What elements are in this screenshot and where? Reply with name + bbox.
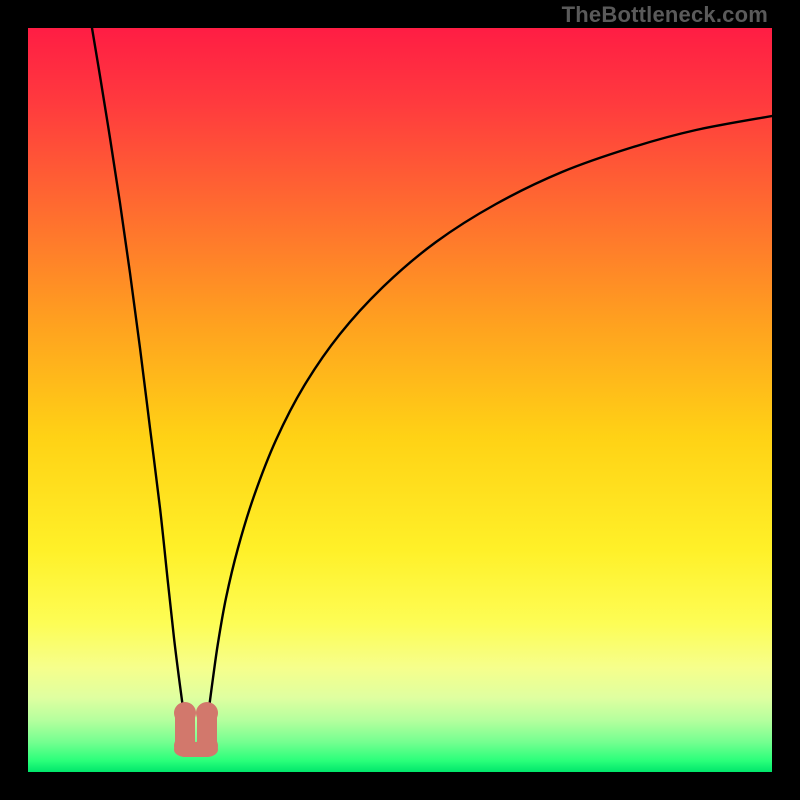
- watermark-text: TheBottleneck.com: [562, 2, 768, 28]
- bottleneck-curve: [28, 28, 772, 772]
- chart-frame: TheBottleneck.com: [0, 0, 800, 800]
- trough-marker: [174, 702, 218, 757]
- plot-area: [28, 28, 772, 772]
